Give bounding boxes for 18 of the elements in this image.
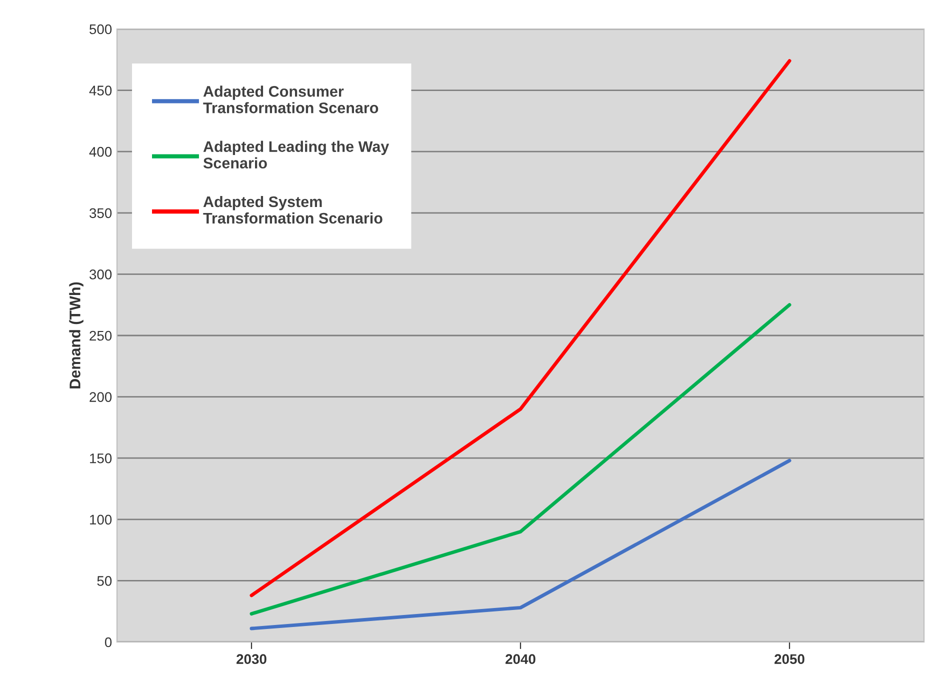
y-tick-label: 200 xyxy=(90,392,112,402)
legend-label: Adapted System Transformation Scenario xyxy=(203,196,382,224)
x-tick-label: 2050 xyxy=(774,654,804,664)
y-tick-label: 50 xyxy=(97,576,112,586)
x-tick-label: 2040 xyxy=(506,654,536,664)
x-tick-label: 2030 xyxy=(236,654,266,664)
y-tick-label: 250 xyxy=(90,330,112,341)
y-tick-label: 450 xyxy=(89,86,112,96)
y-tick-label: 350 xyxy=(90,208,112,218)
legend-label: Adapted Leading the Way Scenario xyxy=(203,140,390,168)
y-tick-label: 500 xyxy=(90,24,112,34)
y-tick-label: 400 xyxy=(89,146,112,157)
legend-label: Adapted Consumer Transformation Scenaro xyxy=(203,86,378,114)
y-tick-label: 300 xyxy=(90,270,112,280)
y-tick-label: 0 xyxy=(104,637,112,648)
y-axis-title: Demand (TWh) xyxy=(69,282,84,388)
y-tick-label: 100 xyxy=(90,514,112,525)
y-tick-label: 150 xyxy=(90,453,112,464)
